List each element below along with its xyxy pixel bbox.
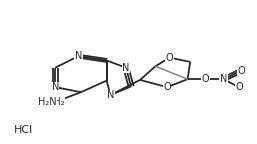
Text: N: N — [75, 51, 82, 61]
Text: HCl: HCl — [14, 125, 33, 135]
Text: N: N — [107, 90, 114, 100]
Text: N: N — [122, 63, 130, 73]
Text: H₂N: H₂N — [38, 96, 57, 107]
Text: NH₂: NH₂ — [46, 96, 65, 107]
Text: O: O — [238, 66, 245, 76]
Text: O: O — [166, 53, 173, 63]
Text: O: O — [202, 74, 209, 84]
Text: N: N — [52, 82, 59, 92]
Text: O: O — [235, 82, 243, 92]
Text: O: O — [163, 82, 171, 92]
Text: N: N — [220, 74, 227, 84]
